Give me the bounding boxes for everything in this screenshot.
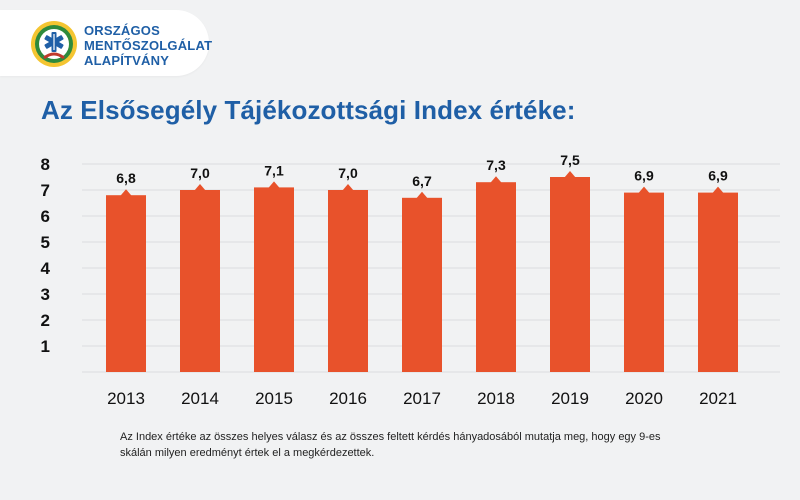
bar-data-label: 7,0: [338, 165, 358, 181]
star-of-life-icon: [31, 21, 77, 67]
x-tick-label: 2019: [551, 389, 589, 408]
bar-data-label: 7,1: [264, 162, 284, 178]
logo-line-3: ALAPÍTVÁNY: [84, 53, 170, 68]
bars: [106, 171, 738, 372]
bar-pointer: [416, 191, 428, 199]
bar: [328, 190, 368, 372]
logo-card: ORSZÁGOS MENTŐSZOLGÁLAT ALAPÍTVÁNY: [0, 10, 212, 76]
bar-data-label: 7,0: [190, 165, 210, 181]
bar: [476, 182, 516, 372]
bar-data-label: 6,8: [116, 170, 136, 186]
bar: [254, 187, 294, 372]
logo-line-2: MENTŐSZOLGÁLAT: [84, 38, 213, 53]
y-tick-label: 5: [41, 233, 50, 252]
bar-pointer: [268, 181, 280, 189]
logo-text: ORSZÁGOS MENTŐSZOLGÁLAT ALAPÍTVÁNY: [84, 23, 212, 68]
y-tick-label: 7: [41, 181, 50, 200]
y-tick-label: 8: [41, 155, 50, 174]
bar-chart: 1 2 3 4 5 6 7 8 6,8 7,0 7,1 7,0 6,7 7,3 7,5 6,9 6,9 201…: [41, 152, 780, 408]
logo-line-1: ORSZÁGOS: [84, 23, 160, 38]
bar-pointer: [342, 184, 354, 191]
x-tick-label: 2021: [699, 389, 737, 408]
bar-pointer: [564, 171, 576, 178]
bar: [698, 192, 738, 372]
footnote-line-1: Az Index értéke az összes helyes válasz …: [120, 431, 661, 443]
bar: [402, 197, 442, 372]
bar-pointer: [712, 186, 724, 194]
y-tick-label: 1: [41, 337, 50, 356]
y-tick-label: 4: [41, 259, 51, 278]
footnote: Az Index értéke az összes helyes válasz …: [120, 429, 760, 461]
bar-data-label: 6,9: [708, 168, 728, 184]
x-tick-label: 2013: [107, 389, 145, 408]
x-tick-label: 2015: [255, 389, 293, 408]
bar-pointer: [490, 176, 502, 184]
bar-pointer: [194, 184, 206, 191]
x-axis-ticks: 2013 2014 2015 2016 2017 2018 2019 2020 2021: [107, 389, 737, 408]
bar-data-label: 7,3: [486, 157, 506, 173]
page-title: Az Elsősegély Tájékozottsági Index érték…: [41, 95, 576, 125]
bar: [624, 192, 664, 372]
bar: [550, 177, 590, 372]
y-tick-label: 6: [41, 207, 50, 226]
x-tick-label: 2017: [403, 389, 441, 408]
data-labels: 6,8 7,0 7,1 7,0 6,7 7,3 7,5 6,9 6,9: [116, 152, 728, 189]
x-tick-label: 2018: [477, 389, 515, 408]
x-tick-label: 2020: [625, 389, 663, 408]
y-tick-label: 2: [41, 311, 50, 330]
footnote-line-2: skálán milyen eredményt értek el a megké…: [120, 447, 375, 459]
x-tick-label: 2016: [329, 389, 367, 408]
bar: [180, 190, 220, 372]
bar-pointer: [120, 189, 132, 197]
bar-data-label: 7,5: [560, 152, 580, 168]
bar-pointer: [638, 186, 650, 194]
x-tick-label: 2014: [181, 389, 219, 408]
bar: [106, 195, 146, 372]
bar-data-label: 6,7: [412, 173, 432, 189]
bar-data-label: 6,9: [634, 168, 654, 184]
y-tick-label: 3: [41, 285, 50, 304]
y-axis-ticks: 1 2 3 4 5 6 7 8: [41, 155, 51, 356]
